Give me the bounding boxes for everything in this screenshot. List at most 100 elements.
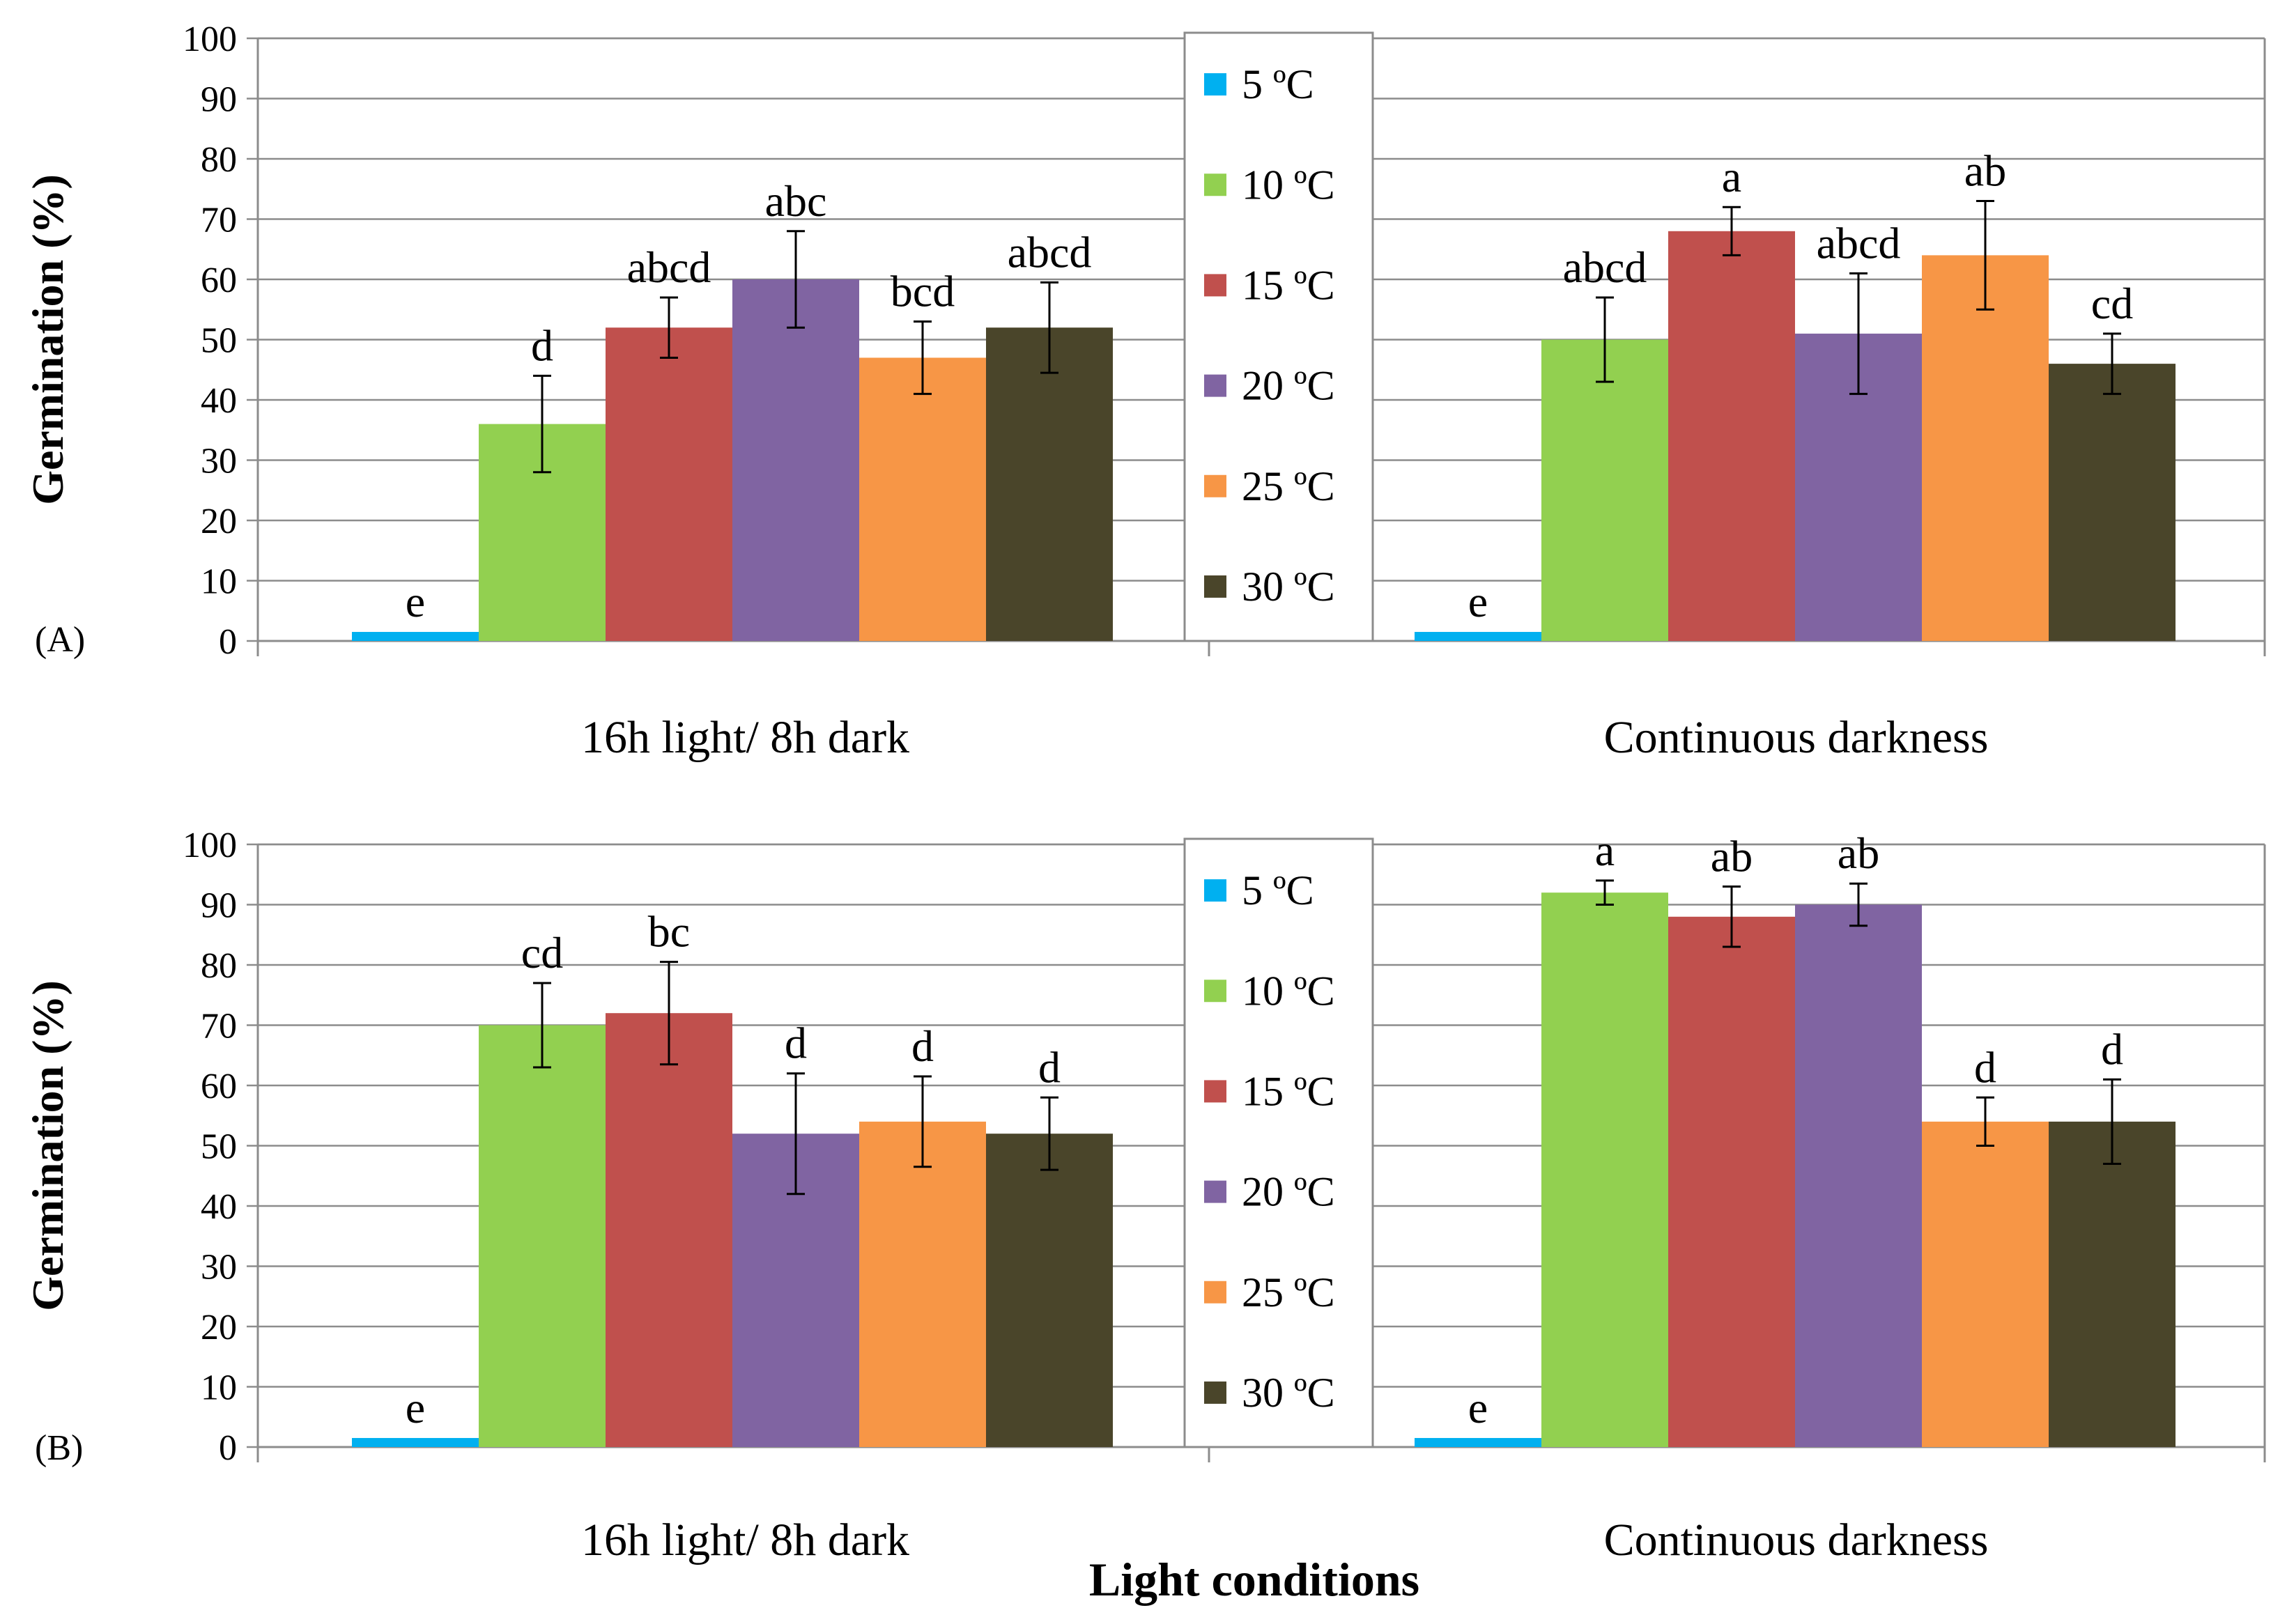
category-label: Continuous darkness (1604, 1515, 1989, 1565)
legend-label: 5 ºC (1242, 867, 1314, 913)
legend-label: 10 ºC (1242, 162, 1335, 208)
panel-label: (B) (35, 1428, 83, 1468)
y-tick-label: 80 (201, 946, 237, 986)
legend-label: 30 ºC (1242, 564, 1335, 610)
legend-box (1183, 31, 1374, 642)
y-tick-label: 100 (183, 20, 237, 59)
y-tick-label: 40 (201, 381, 237, 421)
legend-item: 30 ºC (1204, 564, 1335, 610)
y-tick-label: 0 (219, 622, 237, 662)
significance-label: abcd (1008, 227, 1092, 277)
bar (352, 632, 479, 641)
y-tick-label: 50 (201, 321, 237, 361)
significance-label: d (2101, 1024, 2123, 1074)
bar (606, 327, 732, 641)
bar (479, 1025, 606, 1447)
bar (1922, 1121, 2049, 1447)
significance-label: d (1038, 1042, 1061, 1092)
legend-item: 20 ºC (1204, 363, 1335, 409)
legend-swatch (1204, 374, 1226, 397)
y-tick-label: 20 (201, 502, 237, 541)
y-tick-label: 90 (201, 80, 237, 120)
legend-label: 30 ºC (1242, 1370, 1335, 1416)
legend-label: 25 ºC (1242, 463, 1335, 509)
significance-label: a (1595, 826, 1615, 875)
significance-label: bcd (891, 267, 955, 316)
y-tick-label: 70 (201, 201, 237, 240)
significance-label: abcd (1563, 242, 1647, 292)
category-label: Continuous darkness (1604, 712, 1989, 763)
legend-item: 5 ºC (1204, 867, 1314, 913)
chart-panel-1: 0 10 20 30 40 50 60 70 80 90 100 e e d abcd abcd a abc abc… (23, 20, 2266, 763)
bar (1541, 892, 1668, 1447)
legend-swatch (1204, 1180, 1226, 1203)
legend-label: 15 ºC (1242, 1068, 1335, 1114)
legend-label: 20 ºC (1242, 1169, 1335, 1215)
significance-label: d (531, 320, 553, 370)
y-axis-title: Germination (%) (23, 980, 72, 1311)
chart-panel-2: 0 10 20 30 40 50 60 70 80 90 100 e e cd a bc ab d ab d d d d 16… (23, 826, 2266, 1565)
legend-item: 5 ºC (1204, 61, 1314, 107)
y-tick-label: 80 (201, 140, 237, 180)
significance-label: e (1468, 1383, 1488, 1432)
legend-label: 20 ºC (1242, 363, 1335, 409)
y-tick-label: 20 (201, 1308, 237, 1347)
legend-item: 10 ºC (1204, 162, 1335, 208)
significance-label: e (1468, 577, 1488, 626)
legend: 5 ºC 10 ºC 15 ºC 20 ºC 25 ºC 30 ºC (1183, 31, 1374, 642)
legend-label: 10 ºC (1242, 968, 1335, 1014)
x-axis-title: Light conditions (1089, 1553, 1419, 1606)
legend-item: 15 ºC (1204, 1068, 1335, 1114)
bar (1415, 632, 1541, 641)
legend-item: 20 ºC (1204, 1169, 1335, 1215)
y-tick-label: 10 (201, 562, 237, 602)
bar (986, 327, 1113, 641)
legend-label: 5 ºC (1242, 61, 1314, 107)
bar (1795, 904, 1922, 1447)
y-tick-label: 100 (183, 826, 237, 865)
legend-swatch (1204, 173, 1226, 196)
significance-label: e (406, 577, 425, 626)
legend-label: 15 ºC (1242, 262, 1335, 308)
legend-swatch (1204, 1281, 1226, 1304)
bar (352, 1438, 479, 1447)
significance-label: ab (1711, 832, 1753, 881)
bar (859, 357, 986, 641)
legend-item: 15 ºC (1204, 262, 1335, 308)
legend-item: 25 ºC (1204, 1269, 1335, 1315)
legend: 5 ºC 10 ºC 15 ºC 20 ºC 25 ºC 30 ºC (1183, 837, 1374, 1448)
significance-label: bc (648, 907, 690, 957)
bar (859, 1121, 986, 1447)
bar (2049, 364, 2176, 641)
legend-item: 25 ºC (1204, 463, 1335, 509)
significance-label: abcd (1817, 218, 1901, 268)
legend-box (1183, 837, 1374, 1448)
bar (1541, 339, 1668, 641)
significance-label: d (911, 1021, 934, 1071)
legend-swatch (1204, 879, 1226, 902)
y-tick-label: 30 (201, 442, 237, 481)
bar (986, 1134, 1113, 1447)
y-tick-label: 70 (201, 1007, 237, 1046)
significance-label: a (1722, 152, 1741, 201)
bar (606, 1013, 732, 1447)
bar (1668, 916, 1795, 1447)
bar (732, 279, 859, 641)
significance-label: abc (765, 176, 827, 226)
bar (2049, 1121, 2176, 1447)
category-label: 16h light/ 8h dark (581, 712, 909, 763)
category-label: 16h light/ 8h dark (581, 1515, 909, 1565)
y-tick-label: 10 (201, 1368, 237, 1408)
significance-label: ab (1838, 828, 1879, 878)
y-tick-label: 40 (201, 1187, 237, 1227)
y-tick-label: 60 (201, 261, 237, 300)
legend-swatch (1204, 274, 1226, 297)
y-tick-label: 30 (201, 1248, 237, 1287)
legend-swatch (1204, 575, 1226, 598)
significance-label: ab (1964, 146, 2006, 196)
bar (1415, 1438, 1541, 1447)
bar (1668, 231, 1795, 641)
significance-label: cd (521, 928, 563, 977)
legend-label: 25 ºC (1242, 1269, 1335, 1315)
